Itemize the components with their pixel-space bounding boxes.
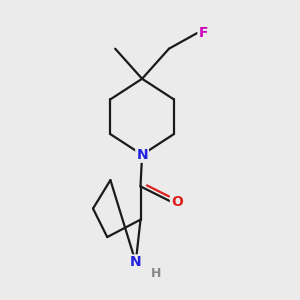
Text: F: F — [198, 26, 208, 40]
Text: N: N — [136, 148, 148, 162]
Text: H: H — [151, 267, 161, 280]
Text: N: N — [130, 255, 142, 269]
Text: O: O — [171, 195, 183, 209]
